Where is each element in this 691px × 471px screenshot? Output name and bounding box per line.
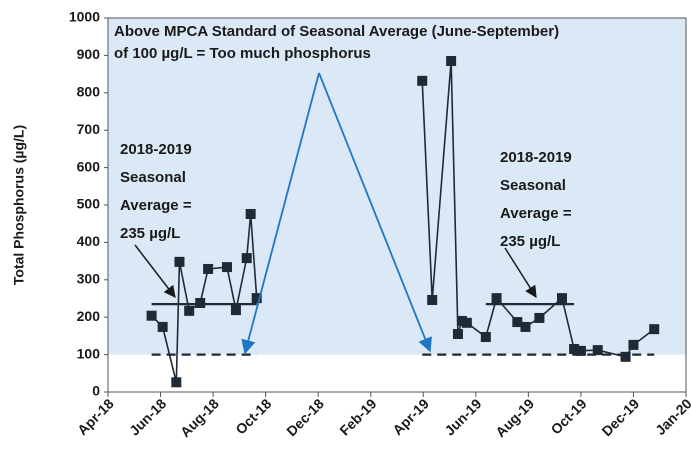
marker [222,262,233,273]
marker [417,75,428,86]
y-tick-label: 900 [77,46,101,62]
x-tick-label: Feb-19 [336,395,379,438]
annotation: Above MPCA Standard of Seasonal Average … [114,23,559,40]
y-tick-label: 400 [77,233,101,249]
marker [203,263,214,274]
annotation: Seasonal [500,177,566,194]
x-tick-label: Apr-18 [74,395,117,438]
marker [251,293,262,304]
marker [569,343,580,354]
data-line [151,213,258,383]
annotation: 2018-2019 [120,141,192,158]
marker [171,377,182,388]
annotation: 235 µg/L [500,233,560,250]
marker [649,324,660,335]
x-tick-label: Jun-19 [441,395,484,438]
y-tick-label: 800 [77,84,101,100]
y-tick-label: 200 [77,308,101,324]
marker [480,332,491,343]
marker [174,256,185,267]
arrow [318,72,432,353]
arrow [134,244,176,298]
y-tick-label: 600 [77,158,101,174]
marker [556,293,567,304]
annotation: Average = [500,205,572,222]
marker [592,345,603,356]
overlay [134,72,537,355]
y-tick-label: 700 [77,121,101,137]
y-tick-label: 1000 [69,9,100,25]
marker [195,297,206,308]
x-tick-label: Apr-19 [389,395,432,438]
x-tick-label: Dec-19 [598,395,642,439]
marker [245,208,256,219]
marker [452,329,463,340]
arrow [504,247,537,299]
marker [520,321,531,332]
marker [157,321,168,332]
annotation: Seasonal [120,169,186,186]
annotation: Average = [120,197,192,214]
x-tick-label: Oct-19 [548,395,590,437]
x-tick-label: Jan-20 [652,395,691,438]
marker [446,56,457,67]
x-tick-label: Jun-18 [126,395,169,438]
x-tick-label: Dec-18 [283,395,327,439]
marker [230,305,241,316]
annotation: 2018-2019 [500,149,572,166]
marker [146,310,157,321]
marker [241,253,252,264]
y-tick-label: 500 [77,196,101,212]
marker [628,339,639,350]
marker [184,305,195,316]
marker [427,294,438,305]
marker [512,317,523,328]
annotation: of 100 µg/L = Too much phosphorus [114,45,371,62]
x-tick-label: Aug-19 [492,395,537,440]
y-tick-label: 0 [92,383,100,399]
y-tick-label: 100 [77,345,101,361]
y-axis-label: Total Phosphorus (µg/L) [11,125,27,285]
marker [620,351,631,362]
annotation: 235 µg/L [120,225,180,242]
marker [461,317,472,328]
arrow [241,72,320,355]
x-tick-label: Oct-18 [232,395,274,437]
x-tick-label: Aug-18 [177,395,222,440]
marker [534,312,545,323]
marker [491,293,502,304]
y-tick-label: 300 [77,271,101,287]
marker [575,345,586,356]
